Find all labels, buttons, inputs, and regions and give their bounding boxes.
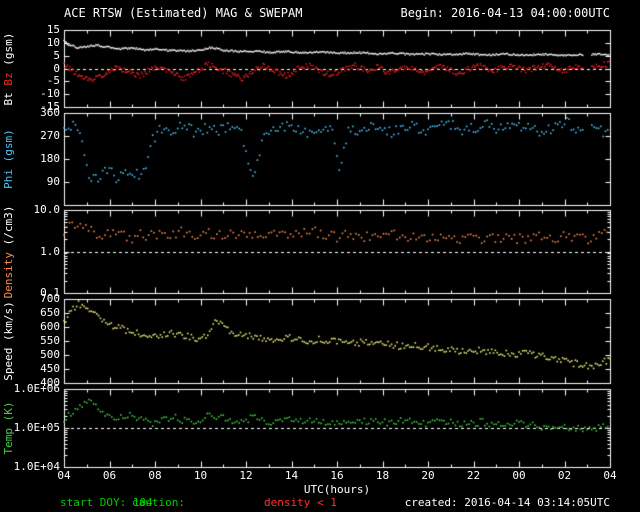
y-tick-label-phi: 360 xyxy=(40,106,60,119)
axis-label-mag: Bt Bz (gsm) xyxy=(2,32,15,105)
axis-label-part: Bz xyxy=(2,71,15,86)
y-tick-label-speed: 450 xyxy=(40,362,60,375)
x-tick-label: 10 xyxy=(193,469,208,482)
axis-label-part: (gsm) xyxy=(2,32,15,72)
y-tick-label-mag: 15 xyxy=(46,23,60,36)
page-title: ACE RTSW (Estimated) MAG & SWEPAM xyxy=(64,6,303,20)
y-tick-label-temp: 1.0E+04 xyxy=(13,460,60,473)
axis-label-part: (K) xyxy=(2,401,15,428)
y-tick-label-mag: 5 xyxy=(53,48,60,62)
y-tick-label-density: 10.0 xyxy=(33,203,61,216)
y-tick-label-mag: -10 xyxy=(40,87,60,101)
y-tick-label-speed: 650 xyxy=(40,306,60,319)
axis-label-density: Density (/cm3) xyxy=(2,205,15,298)
axis-label-phi: Phi (gsm) xyxy=(2,129,15,189)
axis-label-speed: Speed (km/s) xyxy=(2,301,15,381)
y-tick-label-phi: 270 xyxy=(40,129,60,142)
footer-start-doy: start DOY: 104 xyxy=(60,496,153,509)
y-tick-label-speed: 400 xyxy=(40,376,60,389)
y-tick-label-phi: 180 xyxy=(40,152,60,165)
y-tick-label-speed: 500 xyxy=(40,348,60,361)
x-axis-title: UTC(hours) xyxy=(303,483,371,496)
axis-label-temp: Temp (K) xyxy=(2,401,15,455)
footer-caution: caution: xyxy=(132,496,185,509)
x-tick-label: 22 xyxy=(466,469,481,482)
footer-density-warning: density < 1 xyxy=(264,496,337,509)
axis-label-part: (/cm3) xyxy=(2,205,15,252)
axis-label-part: Phi xyxy=(2,168,15,189)
axis-label-part: (km/s) xyxy=(2,301,15,348)
y-tick-label-speed: 600 xyxy=(40,320,60,333)
x-tick-label: 02 xyxy=(557,469,572,482)
x-tick-label: 20 xyxy=(421,469,435,482)
y-tick-label-speed: 550 xyxy=(40,334,60,347)
y-tick-label-mag: 0 xyxy=(53,61,60,75)
axis-label-part: Bt xyxy=(2,85,15,105)
axis-label-part: Density xyxy=(2,251,15,298)
y-tick-label-speed: 700 xyxy=(40,292,60,305)
y-tick-label-density: 0.1 xyxy=(40,286,60,299)
x-tick-label: 00 xyxy=(512,469,526,482)
x-tick-label: 08 xyxy=(148,469,162,482)
footer-created: created: 2016-04-14 03:14:05UTC xyxy=(404,496,610,509)
x-tick-label: 16 xyxy=(330,469,344,482)
axis-label-part: (gsm) xyxy=(2,129,15,169)
begin-timestamp: Begin: 2016-04-13 04:00:00UTC xyxy=(400,6,610,20)
y-tick-label-phi: 90 xyxy=(46,175,60,188)
axis-label-part: Speed xyxy=(2,347,15,381)
x-tick-label: 04 xyxy=(57,469,71,482)
x-tick-label: 04 xyxy=(603,469,617,482)
x-tick-label: 14 xyxy=(284,469,299,482)
x-tick-label: 12 xyxy=(239,469,253,482)
x-tick-label: 06 xyxy=(102,469,117,482)
y-tick-label-temp: 1.0E+05 xyxy=(13,421,60,434)
y-tick-label-temp: 1.0E+06 xyxy=(13,382,60,395)
x-tick-label: 18 xyxy=(375,469,390,482)
y-tick-label-density: 1.0 xyxy=(40,244,60,258)
axis-label-part: Temp xyxy=(2,428,15,455)
y-tick-label-mag: 10 xyxy=(46,35,60,49)
y-tick-label-mag: -5 xyxy=(46,74,60,88)
y-tick-label-mag: -15 xyxy=(40,100,60,113)
